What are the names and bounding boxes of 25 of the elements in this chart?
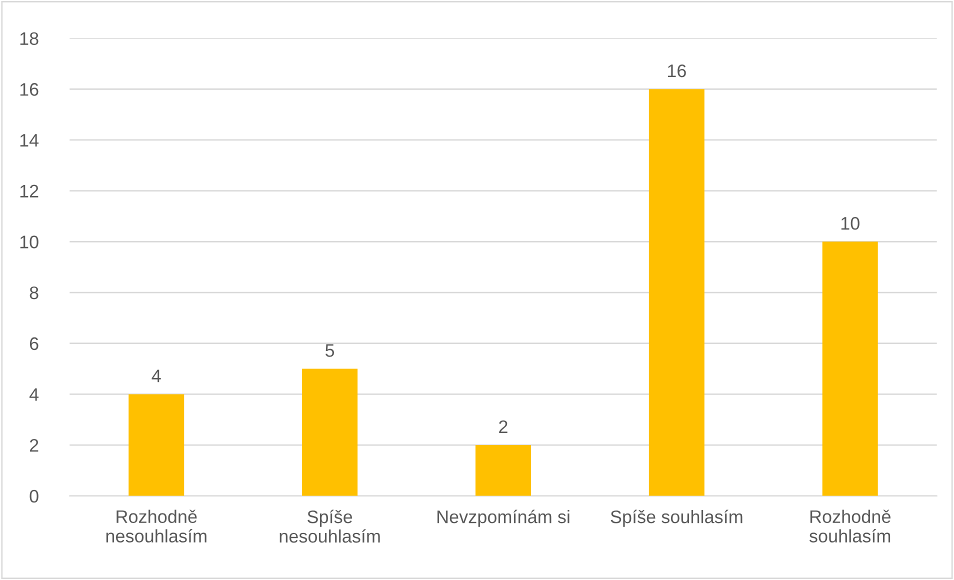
y-tick-label: 6 <box>30 337 38 350</box>
y-tick-label: 12 <box>20 184 38 198</box>
bar <box>822 242 878 496</box>
bar <box>648 89 704 496</box>
data-label: 4 <box>152 370 161 382</box>
data-label: 5 <box>326 344 334 357</box>
y-tick-label: 10 <box>20 236 38 248</box>
x-tick-label: Spíše souhlasím <box>610 510 742 527</box>
x-tick-label: Nevzpomínám si <box>437 510 570 527</box>
y-tick-label: 2 <box>30 438 38 452</box>
data-label: 16 <box>668 64 686 78</box>
y-tick-label: 8 <box>30 286 38 300</box>
bar <box>128 394 184 496</box>
y-tick-label: 18 <box>20 32 38 45</box>
bar <box>475 445 531 496</box>
y-tick-label: 16 <box>20 83 38 96</box>
y-tick-label: 14 <box>20 134 39 147</box>
x-tick-label: Spíše nesouhlasím <box>280 510 380 543</box>
data-label: 2 <box>499 420 508 433</box>
data-label: 10 <box>841 216 860 230</box>
x-tick-label: Rozhodně souhlasím <box>809 510 890 542</box>
y-tick-label: 0 <box>30 490 38 503</box>
x-tick-label: Rozhodně nesouhlasím <box>106 510 206 542</box>
y-tick-label: 4 <box>29 388 39 401</box>
bar <box>302 368 358 496</box>
